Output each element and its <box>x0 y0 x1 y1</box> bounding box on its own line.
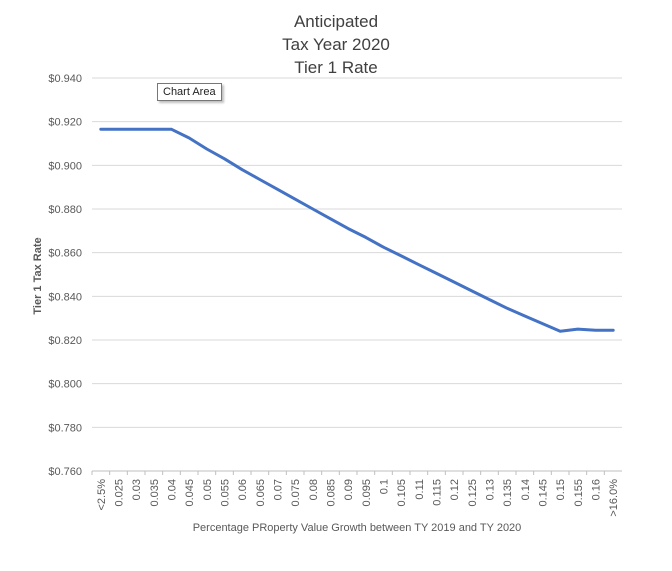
y-axis-label: Tier 1 Tax Rate <box>32 237 44 314</box>
chart-title-line-3: Tier 1 Rate <box>294 58 378 77</box>
x-tick-label: 0.1 <box>379 479 391 494</box>
chart-title-line-2: Tax Year 2020 <box>282 35 390 54</box>
y-tick-label: $0.760 <box>48 466 82 478</box>
x-tick-label: 0.08 <box>308 479 320 500</box>
x-tick-label: 0.075 <box>290 479 302 507</box>
x-tick-label: 0.055 <box>220 479 232 507</box>
x-tick-label: 0.14 <box>520 479 532 500</box>
gridlines <box>92 77 622 472</box>
series-layer <box>99 127 615 333</box>
x-tick-label: 0.15 <box>555 479 567 500</box>
y-tick-label: $0.900 <box>48 160 82 172</box>
x-tick-label: 0.12 <box>449 479 461 500</box>
x-tick-label: 0.065 <box>255 479 267 507</box>
y-tick-label: $0.800 <box>48 379 82 391</box>
x-tick-label: 0.085 <box>326 479 338 507</box>
x-tick-label: 0.025 <box>114 479 126 507</box>
x-tick-label: <2.5% <box>96 479 108 511</box>
x-tick-label: 0.155 <box>573 479 585 507</box>
x-tick-label: 0.115 <box>432 479 444 506</box>
x-tick-label: 0.095 <box>361 479 373 507</box>
series-line-tier-1-rate[interactable] <box>99 127 615 333</box>
y-tick-label: $0.860 <box>48 248 82 260</box>
x-tick-label: 0.16 <box>591 479 603 500</box>
x-tick-label: 0.05 <box>202 479 214 500</box>
y-tick-label: $0.940 <box>48 73 82 85</box>
x-tick-label: 0.13 <box>485 479 497 500</box>
x-axis-label: Percentage PRoperty Value Growth between… <box>193 522 522 534</box>
x-tick-label: 0.07 <box>273 479 285 500</box>
y-tick-label: $0.780 <box>48 422 82 434</box>
x-tick-label: 0.135 <box>502 479 514 507</box>
x-tick-label: 0.11 <box>414 479 426 500</box>
x-tick-label: 0.04 <box>167 479 179 500</box>
x-tick-label: 0.09 <box>343 479 355 500</box>
y-tick-label: $0.920 <box>48 117 82 129</box>
x-tick-label: 0.145 <box>538 479 550 507</box>
chart-title-line-1: Anticipated <box>293 12 379 31</box>
x-tick-label: 0.03 <box>131 479 143 500</box>
y-axis-tick-labels: $0.760 $0.780 $0.800 $0.820 $0.840 $0.860 $0.8… <box>48 73 82 478</box>
x-tick-label: >16.0% <box>608 479 620 517</box>
x-tick-label: 0.045 <box>184 479 196 507</box>
x-tick-label: 0.06 <box>237 479 249 500</box>
x-tick-label: 0.035 <box>149 479 161 507</box>
y-tick-label: $0.880 <box>48 204 82 216</box>
y-tick-label: $0.840 <box>48 291 82 303</box>
y-tick-label: $0.820 <box>48 335 82 347</box>
x-tick-label: 0.125 <box>467 479 479 507</box>
chart-area-tooltip: Chart Area <box>157 83 222 101</box>
x-tick-label: 0.105 <box>396 479 408 507</box>
x-axis-tick-labels: <2.5% 0.025 0.03 0.035 0.04 0.045 0.05 0.055 0.0… <box>91 471 620 517</box>
